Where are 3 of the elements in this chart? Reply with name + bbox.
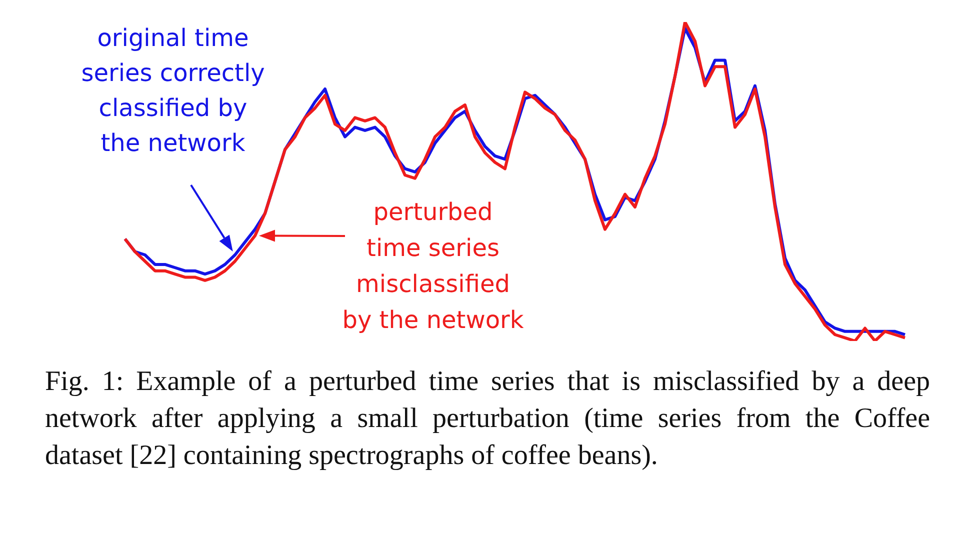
annotation: perturbed time series misclassified by the network <box>342 198 524 334</box>
caption: Fig. 1: Example of a perturbed time series that is misclassified by a deep network after applying a small perturbation (time series from the Coffee dataset [22] containing spectrographs of coffee beans). <box>45 365 930 473</box>
annotation: original time series correctly classified by the network <box>81 24 265 158</box>
